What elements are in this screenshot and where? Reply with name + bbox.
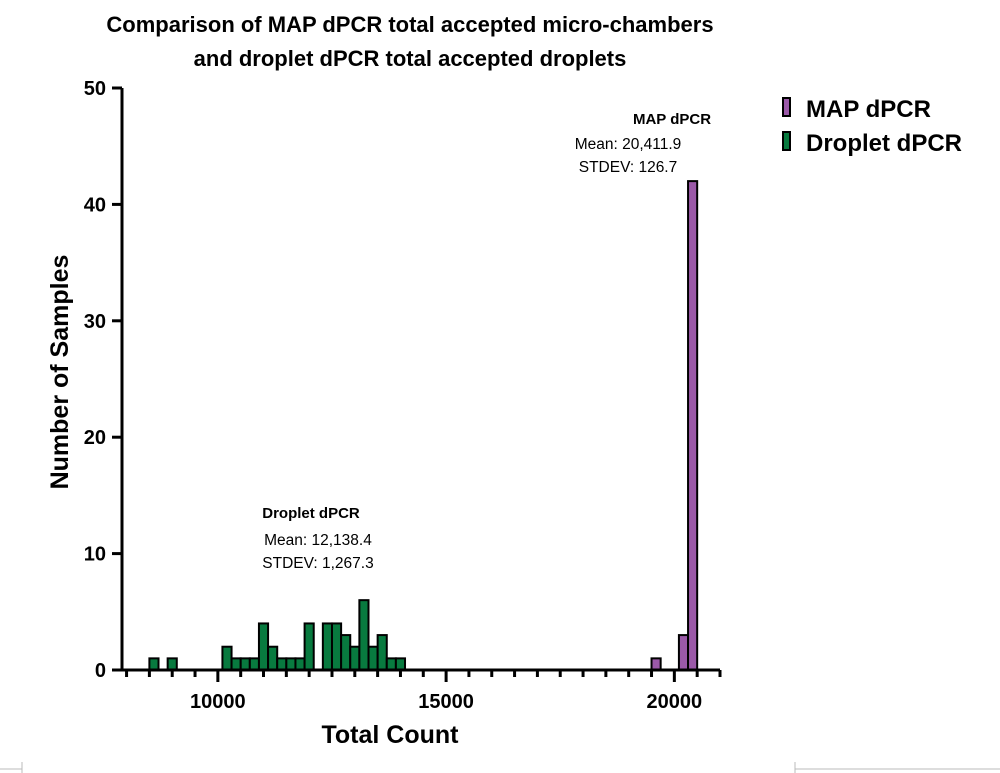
droplet-dpcr-bar: [385, 657, 397, 671]
droplet-dpcr-bar: [276, 657, 288, 671]
legend-swatch-droplet: [782, 131, 791, 151]
droplet-dpcr-bar: [248, 657, 260, 671]
y-axis-label: Number of Samples: [46, 255, 74, 490]
legend: MAP dPCR Droplet dPCR: [782, 96, 962, 157]
y-tick-label: 30: [84, 311, 106, 333]
droplet-dpcr-bar: [358, 599, 370, 671]
chart-title-line-2: and droplet dPCR total accepted droplets: [194, 46, 627, 71]
map-annotation-stdev: STDEV: 126.7: [579, 159, 678, 176]
droplet-annotation-mean: Mean: 12,138.4: [264, 532, 372, 549]
legend-label-map: MAP dPCR: [806, 96, 931, 123]
droplet-dpcr-bar: [166, 657, 178, 671]
droplet-dpcr-bar: [221, 645, 233, 671]
droplet-dpcr-bar: [230, 657, 242, 671]
droplet-dpcr-bar: [330, 622, 343, 672]
map-annotation-mean: Mean: 20,411.9: [575, 136, 682, 153]
x-tick-label: 10000: [190, 691, 246, 713]
droplet-dpcr-bar: [349, 645, 361, 671]
y-tick-label: 40: [84, 194, 106, 216]
droplet-dpcr-bar: [394, 657, 407, 671]
droplet-dpcr-bar: [376, 634, 388, 672]
droplet-dpcr-bar: [294, 657, 306, 671]
droplet-dpcr-bar: [367, 645, 379, 671]
x-axis-label: Total Count: [322, 721, 460, 749]
x-tick-label: 20000: [647, 691, 703, 713]
droplet-dpcr-bar: [239, 657, 251, 671]
y-tick-label: 50: [84, 78, 106, 100]
map-annotation-title: MAP dPCR: [633, 111, 711, 128]
droplet-dpcr-bar: [285, 657, 297, 671]
chart-title-line-1: Comparison of MAP dPCR total accepted mi…: [106, 12, 713, 37]
legend-swatch-map: [782, 97, 791, 117]
bars-group: [148, 180, 699, 672]
droplet-dpcr-bar: [267, 645, 279, 671]
map-dpcr-bar: [687, 180, 699, 671]
droplet-dpcr-bar: [148, 657, 160, 671]
map-dpcr-bar: [650, 657, 662, 671]
x-tick-label: 15000: [418, 691, 474, 713]
y-tick-label: 20: [84, 427, 106, 449]
map-dpcr-bar: [677, 634, 690, 672]
droplet-dpcr-bar: [340, 634, 352, 672]
droplet-dpcr-bar: [321, 622, 333, 672]
droplet-annotation-stdev: STDEV: 1,267.3: [262, 555, 373, 572]
droplet-dpcr-bar: [257, 622, 270, 672]
legend-label-droplet: Droplet dPCR: [806, 130, 962, 157]
y-tick-label: 0: [95, 660, 106, 682]
droplet-annotation-title: Droplet dPCR: [262, 505, 360, 522]
y-tick-label: 10: [84, 544, 106, 566]
axes-group: 0 10 20 30 40 50 10000 15000 20000: [84, 78, 722, 713]
droplet-dpcr-bar: [303, 622, 315, 672]
